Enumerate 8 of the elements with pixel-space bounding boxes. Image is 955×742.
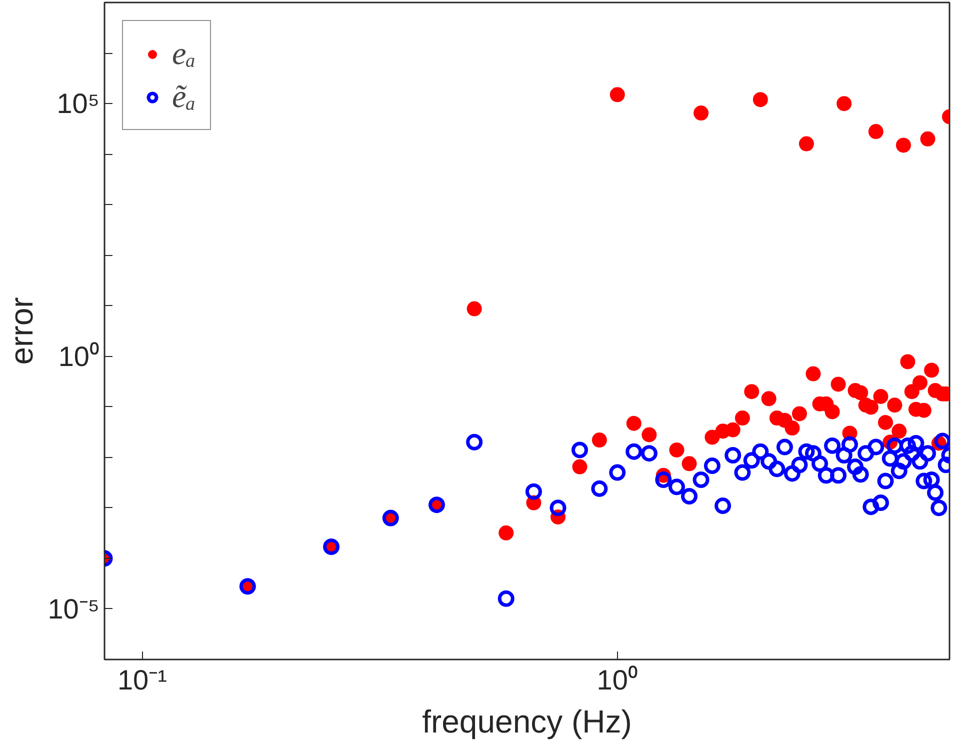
x-tick-label: 10⁻¹ (117, 664, 167, 696)
y-tick-label: 10⁵ (56, 88, 100, 120)
legend-label: eₐ (172, 35, 196, 72)
y-tick-label: 10⁰ (58, 340, 100, 372)
legend-label: ẽₐ (172, 78, 196, 115)
x-axis-title: frequency (Hz) (422, 704, 632, 740)
y-tick-label: 10⁻⁵ (48, 593, 100, 624)
y-axis-title: error (4, 296, 40, 365)
